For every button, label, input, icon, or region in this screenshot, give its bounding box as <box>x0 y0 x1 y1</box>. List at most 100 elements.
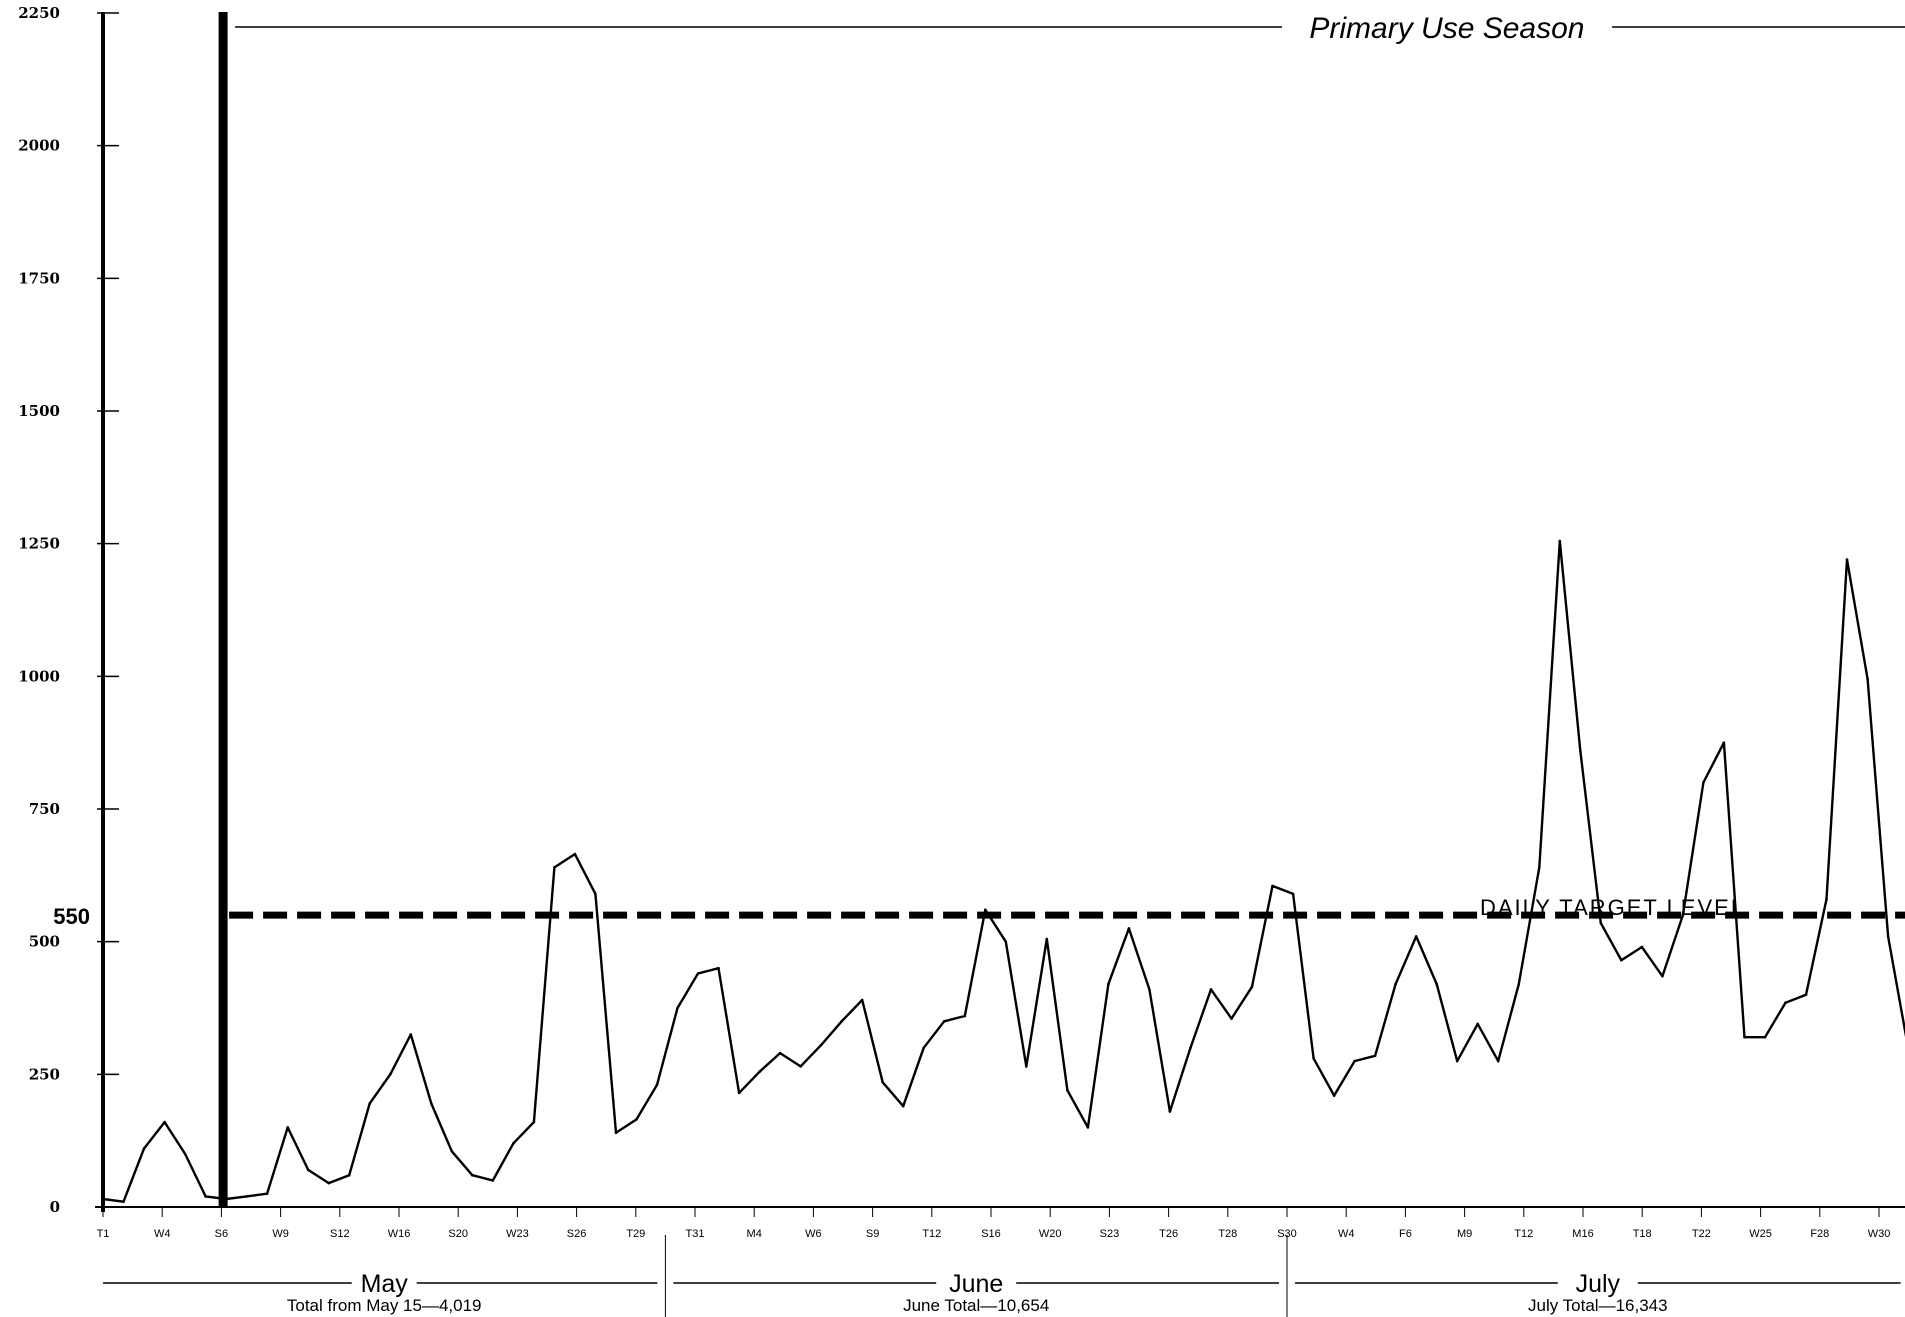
data-point <box>491 1179 495 1182</box>
target-level-text: DAILY TARGET LEVEL <box>1480 895 1745 920</box>
data-point <box>101 1197 105 1201</box>
data-point <box>737 1091 741 1095</box>
data-point <box>594 892 597 896</box>
y-tick-label: 2000 <box>18 137 60 155</box>
data-point <box>1209 988 1213 991</box>
data-point <box>1743 1035 1746 1039</box>
data-point <box>1784 1001 1787 1004</box>
x-tick-label: T22 <box>1692 1228 1711 1240</box>
data-point <box>1107 982 1110 986</box>
data-point <box>347 1173 351 1177</box>
data-point <box>1599 921 1603 925</box>
data-point <box>1148 988 1151 991</box>
month-label: May <box>361 1270 409 1298</box>
x-tick-label: W4 <box>1338 1228 1355 1240</box>
x-tick-label: W30 <box>1868 1228 1891 1240</box>
data-point <box>368 1102 372 1105</box>
data-point <box>1579 749 1582 752</box>
data-point <box>963 1014 967 1018</box>
y-tick-label: 2250 <box>18 4 60 22</box>
x-tick-label: W20 <box>1039 1228 1062 1240</box>
axes-layer <box>95 12 1905 1317</box>
data-point <box>1517 982 1521 986</box>
x-tick-label: S9 <box>866 1228 879 1240</box>
data-point <box>1702 781 1705 784</box>
data-point <box>286 1126 290 1129</box>
data-point <box>1763 1035 1767 1039</box>
data-point <box>1476 1022 1479 1026</box>
x-tick-label: T18 <box>1633 1228 1652 1240</box>
data-point <box>1455 1059 1459 1063</box>
month-total: July Total—16,343 <box>1528 1296 1668 1315</box>
data-point <box>327 1181 331 1185</box>
season-title: Primary Use Season <box>1309 12 1584 45</box>
data-point <box>1168 1110 1172 1113</box>
data-point <box>1804 993 1808 996</box>
data-point <box>1271 884 1274 888</box>
data-point <box>532 1120 536 1124</box>
data-point <box>1230 1017 1233 1020</box>
x-tick-label: T29 <box>626 1228 645 1240</box>
x-tick-label: F28 <box>1810 1228 1829 1240</box>
y-tick-label: 1000 <box>18 667 60 685</box>
data-point <box>1620 958 1623 962</box>
data-point <box>1025 1065 1028 1068</box>
x-tick-label: T28 <box>1218 1228 1237 1240</box>
data-point <box>1312 1057 1315 1060</box>
data-point <box>245 1195 248 1198</box>
data-point <box>512 1142 515 1145</box>
x-tick-label: S30 <box>1277 1228 1297 1240</box>
data-point <box>1332 1094 1336 1097</box>
data-point <box>860 998 864 1002</box>
x-tick-label: M4 <box>747 1228 762 1240</box>
data-point <box>901 1104 905 1108</box>
data-point <box>409 1033 413 1036</box>
x-tick-label: S23 <box>1100 1228 1120 1240</box>
data-point <box>1250 985 1254 989</box>
x-tick-label: T1 <box>97 1228 110 1240</box>
data-point <box>635 1118 638 1121</box>
data-point <box>553 866 556 869</box>
data-point <box>1045 937 1049 941</box>
data-point <box>1496 1059 1500 1063</box>
data-point <box>204 1195 207 1198</box>
x-tick-label: T26 <box>1159 1228 1178 1240</box>
y-tick-label: 0 <box>50 1198 60 1216</box>
y-tick-label: 1250 <box>18 535 60 553</box>
data-point <box>655 1083 659 1087</box>
data-point <box>984 908 987 912</box>
month-total: Total from May 15—4,019 <box>287 1296 482 1315</box>
data-point <box>389 1073 392 1076</box>
data-point <box>163 1120 166 1124</box>
data-point <box>471 1173 474 1177</box>
y-tick-label: 750 <box>29 800 60 818</box>
y-tick-label: 1500 <box>18 402 60 420</box>
data-point <box>1558 539 1562 543</box>
data-point <box>306 1168 310 1172</box>
x-tick-label: W23 <box>506 1228 529 1240</box>
data-point <box>1435 982 1438 986</box>
x-tick-label: S12 <box>330 1228 350 1240</box>
data-point <box>1127 927 1131 930</box>
data-point <box>430 1102 433 1105</box>
data-point <box>1640 945 1644 949</box>
data-point <box>1353 1059 1356 1063</box>
data-point <box>1414 935 1418 938</box>
data-point <box>1291 892 1295 896</box>
x-tick-label: W4 <box>154 1228 171 1240</box>
data-point <box>1538 866 1541 869</box>
data-point <box>1189 1046 1192 1050</box>
data-point <box>778 1051 782 1055</box>
x-tick-label: W9 <box>272 1228 289 1240</box>
data-point <box>1004 940 1008 943</box>
month-total: June Total—10,654 <box>903 1296 1049 1315</box>
data-point <box>1373 1054 1377 1058</box>
series-layer <box>101 539 1905 1203</box>
data-point <box>1825 897 1828 901</box>
x-tick-label: S20 <box>448 1228 468 1240</box>
data-point <box>942 1020 946 1023</box>
data-point <box>922 1046 925 1050</box>
y-tick-label: 500 <box>29 933 60 951</box>
data-point <box>573 852 577 856</box>
